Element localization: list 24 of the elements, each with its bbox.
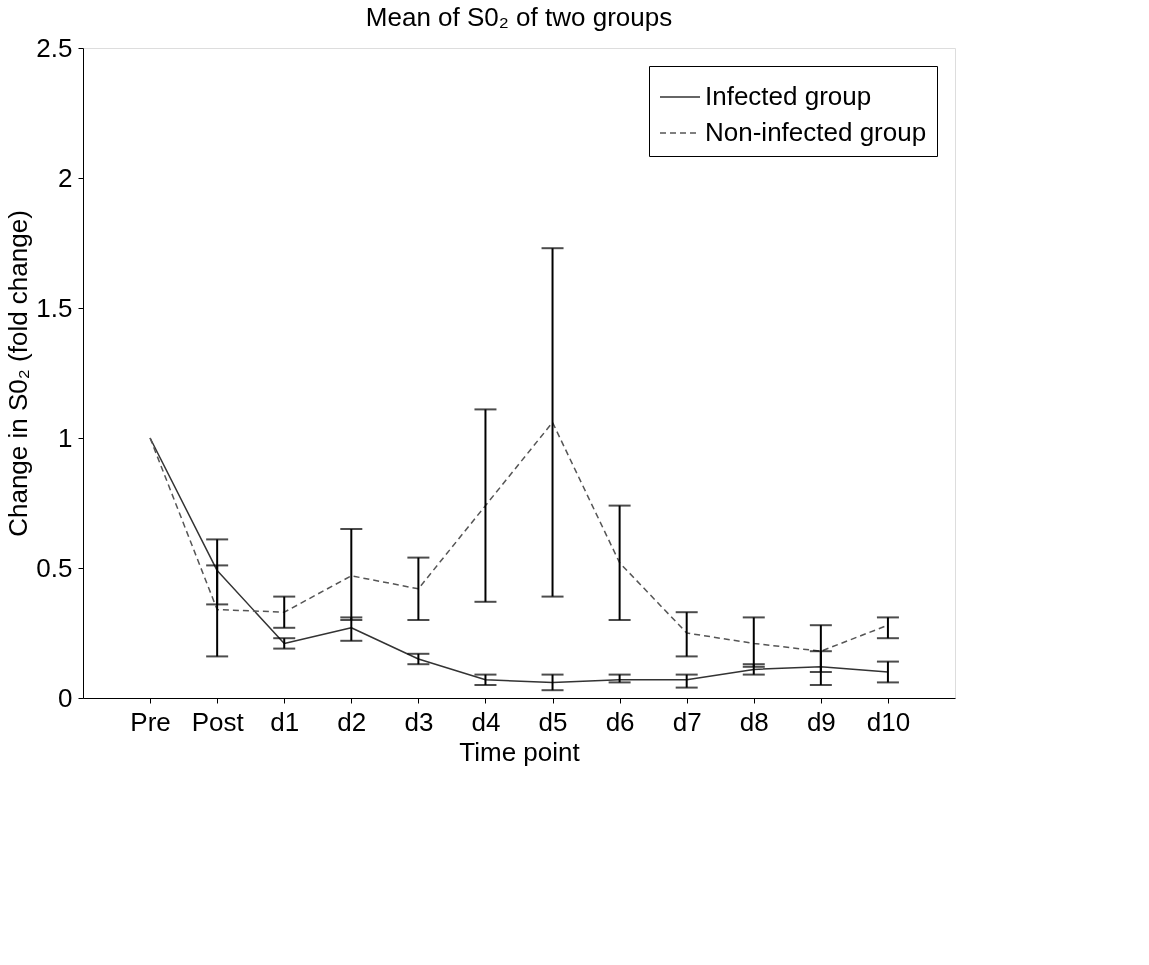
chart-title: Mean of S0₂ of two groups xyxy=(365,2,673,32)
x-tick-label: Post xyxy=(191,706,245,737)
x-tick-label: d8 xyxy=(739,706,769,737)
legend-label: Infected group xyxy=(705,81,872,111)
x-tick-label: d7 xyxy=(672,706,702,737)
y-tick-label: 0.5 xyxy=(36,552,73,583)
legend-label: Non-infected group xyxy=(705,117,927,147)
y-tick-label: 2.5 xyxy=(36,32,73,63)
x-tick-label: d3 xyxy=(404,706,434,737)
x-tick-label: d10 xyxy=(866,706,911,737)
line-series xyxy=(149,437,889,684)
x-axis-title: Time point xyxy=(459,736,581,767)
x-tick-label: d5 xyxy=(538,706,568,737)
x-tick-label: d2 xyxy=(337,706,367,737)
y-tick-label: 2 xyxy=(58,162,73,193)
x-tick-label: d1 xyxy=(270,706,300,737)
y-tick-label: 1 xyxy=(58,422,73,453)
y-tick-label: 1.5 xyxy=(36,292,73,323)
y-tick-label: 0 xyxy=(58,682,73,713)
x-tick-label: d9 xyxy=(806,706,836,737)
x-tick-label: Pre xyxy=(130,706,171,737)
y-axis-title: Change in S0₂ (fold change) xyxy=(3,210,34,537)
x-tick-label: d4 xyxy=(471,706,501,737)
x-tick-label: d6 xyxy=(605,706,635,737)
